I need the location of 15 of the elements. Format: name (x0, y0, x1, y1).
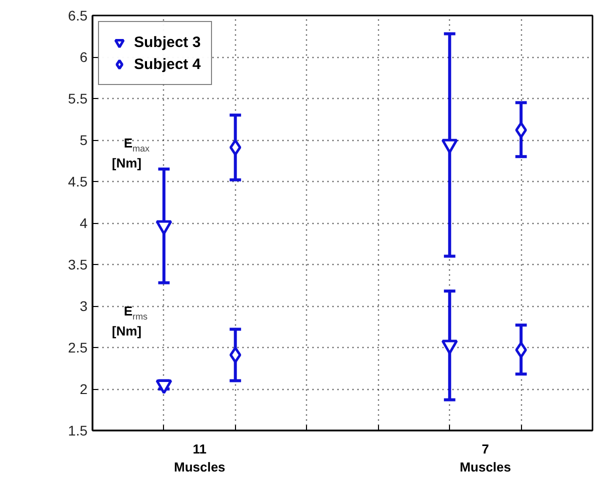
y-tick-label: 3.5 (68, 256, 88, 272)
x-tick-label: 7 Muscles (460, 442, 512, 474)
y-tick-label: 4 (80, 215, 88, 231)
x-tick-label: 11 Muscles (174, 442, 226, 474)
legend-label: Subject 3 (134, 34, 201, 50)
y-tick-label: 2.5 (68, 340, 88, 356)
y-tick-label: 6 (80, 49, 88, 65)
y-tick-label: 2 (80, 381, 88, 397)
y-tick-label: 1.5 (68, 422, 88, 438)
y-tick-label: 3 (80, 298, 88, 314)
legend-label: Subject 4 (134, 56, 201, 72)
y-tick-label: 5.5 (68, 90, 88, 106)
y-tick-label: 5 (80, 132, 88, 148)
y-tick-label: 6.5 (68, 8, 88, 24)
y-tick-label: 4.5 (68, 174, 88, 190)
